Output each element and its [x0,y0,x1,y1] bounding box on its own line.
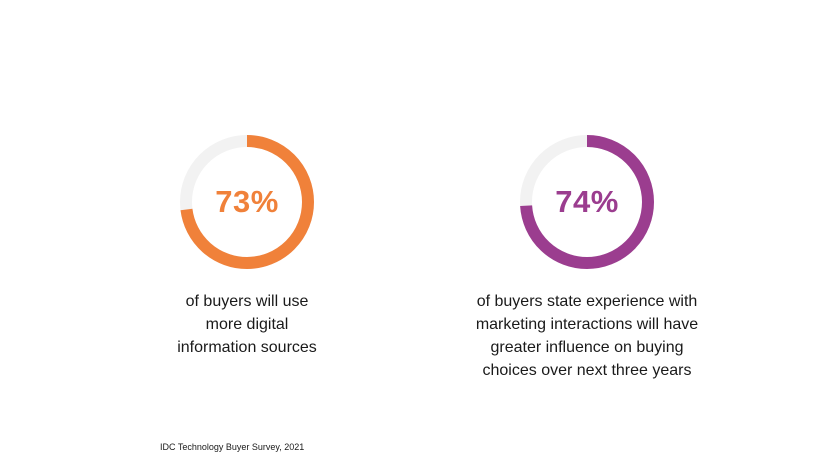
caption-line: greater influence on buying [490,339,684,356]
source-citation: IDC Technology Buyer Survey, 2021 [160,442,305,452]
donut-svg-73 [180,135,314,269]
caption-line: of buyers state experience with [476,293,698,310]
stat-marketing-experience: 74% of buyers state experience with mark… [437,132,737,382]
donut-chart-73: 73% [177,132,317,272]
caption-line: more digital [205,316,289,333]
caption-line: information sources [177,339,317,356]
stat-digital-sources: 73% of buyers will use more digital info… [97,132,397,359]
donut-arc-73 [180,135,314,269]
caption-line: choices over next three years [482,362,692,379]
donut-svg-74 [520,135,654,269]
caption-digital-sources: of buyers will use more digital informat… [97,290,397,359]
donut-chart-74: 74% [517,132,657,272]
caption-line: marketing interactions will have [475,316,699,333]
donut-arc-74 [520,135,654,269]
caption-line: of buyers will use [185,293,309,310]
caption-marketing-experience: of buyers state experience with marketin… [437,290,737,382]
percent-label-74: 74% [555,184,619,219]
percent-label-73: 73% [215,184,279,219]
